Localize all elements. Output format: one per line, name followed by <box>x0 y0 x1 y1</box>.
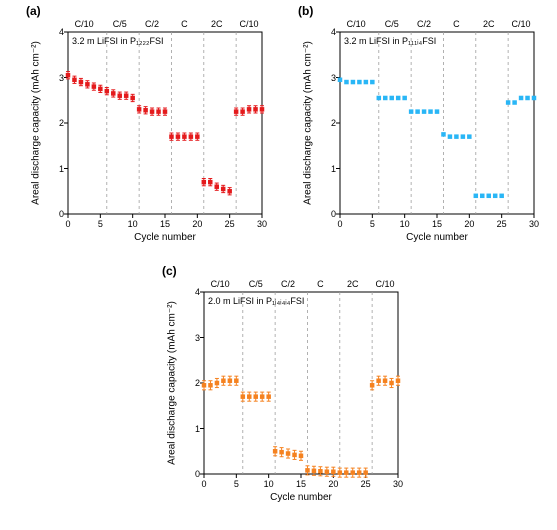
y-axis-label: Areal discharge capacity (mAh cm⁻²) <box>167 301 178 465</box>
ytick-label: 3 <box>188 333 200 343</box>
xtick-label: 0 <box>201 479 206 489</box>
ytick-label: 0 <box>188 469 200 479</box>
ytick-label: 4 <box>188 287 200 297</box>
series-legend: 3.2 m LiFSI in P₁₂₂₂FSI <box>72 36 164 46</box>
rate-label: 2C <box>347 279 359 289</box>
ytick-label: 4 <box>324 27 336 37</box>
panel-a: (a) 0 5 10 15 20 25 30 0 1 2 3 4 C/10 C/5 C/2 C 2C C/10 Are… <box>20 6 270 246</box>
rate-label: C <box>181 19 188 29</box>
xtick-label: 0 <box>337 219 342 229</box>
xtick-label: 15 <box>296 479 306 489</box>
ytick-label: 0 <box>324 209 336 219</box>
ytick-label: 3 <box>52 73 64 83</box>
xtick-label: 0 <box>65 219 70 229</box>
xtick-label: 25 <box>361 479 371 489</box>
series-legend: 3.2 m LiFSI in P₁₁₁ᵢ₄FSI <box>344 36 436 46</box>
xtick-label: 5 <box>234 479 239 489</box>
xtick-label: 5 <box>370 219 375 229</box>
x-axis-label: Cycle number <box>406 232 468 243</box>
xtick-label: 15 <box>432 219 442 229</box>
xtick-label: 20 <box>192 219 202 229</box>
y-axis-label: Areal discharge capacity (mAh cm⁻²) <box>303 41 314 205</box>
rate-label: C/10 <box>512 19 531 29</box>
xtick-label: 30 <box>393 479 403 489</box>
xtick-label: 20 <box>464 219 474 229</box>
rate-label: 2C <box>211 19 223 29</box>
rate-label: C <box>317 279 324 289</box>
rate-label: 2C <box>483 19 495 29</box>
rate-label: C/2 <box>417 19 431 29</box>
panel-label-b: (b) <box>298 4 313 18</box>
xtick-label: 10 <box>128 219 138 229</box>
rate-label: C/5 <box>249 279 263 289</box>
ytick-label: 2 <box>188 378 200 388</box>
ytick-label: 3 <box>324 73 336 83</box>
ytick-label: 1 <box>188 424 200 434</box>
x-axis-label: Cycle number <box>134 232 196 243</box>
rate-label: C/2 <box>281 279 295 289</box>
ytick-label: 1 <box>52 164 64 174</box>
xtick-label: 10 <box>264 479 274 489</box>
rate-label: C <box>453 19 460 29</box>
rate-label: C/5 <box>113 19 127 29</box>
figure: (a)05101520253001234C/10C/5C/2C2CC/10Are… <box>0 0 557 530</box>
panel-c: (c) 0 5 10 15 20 25 30 0 1 2 3 4 C/10 C/5 C/2 C 2C C/10 Are… <box>156 266 406 506</box>
xtick-label: 25 <box>225 219 235 229</box>
xtick-label: 25 <box>497 219 507 229</box>
y-axis-label: Areal discharge capacity (mAh cm⁻²) <box>31 41 42 205</box>
xtick-label: 30 <box>529 219 539 229</box>
rate-label: C/5 <box>385 19 399 29</box>
rate-label: C/10 <box>347 19 366 29</box>
xtick-label: 5 <box>98 219 103 229</box>
rate-label: C/10 <box>240 19 259 29</box>
rate-label: C/2 <box>145 19 159 29</box>
ytick-label: 1 <box>324 164 336 174</box>
rate-label: C/10 <box>75 19 94 29</box>
rate-label: C/10 <box>376 279 395 289</box>
panel-label-a: (a) <box>26 4 41 18</box>
panel-b: (b) 0 5 10 15 20 25 30 0 1 2 3 4 C/10 C/5 C/2 C 2C C/10 Are… <box>292 6 542 246</box>
ytick-label: 0 <box>52 209 64 219</box>
rate-label: C/10 <box>211 279 230 289</box>
ytick-label: 4 <box>52 27 64 37</box>
x-axis-label: Cycle number <box>270 492 332 503</box>
ytick-label: 2 <box>324 118 336 128</box>
xtick-label: 30 <box>257 219 267 229</box>
xtick-label: 20 <box>328 479 338 489</box>
ytick-label: 2 <box>52 118 64 128</box>
xtick-label: 15 <box>160 219 170 229</box>
xtick-label: 10 <box>400 219 410 229</box>
panel-label-c: (c) <box>162 264 177 278</box>
series-legend: 2.0 m LiFSI in P₁ᵢ₄ᵢ₄ᵢ₄FSI <box>208 296 304 306</box>
